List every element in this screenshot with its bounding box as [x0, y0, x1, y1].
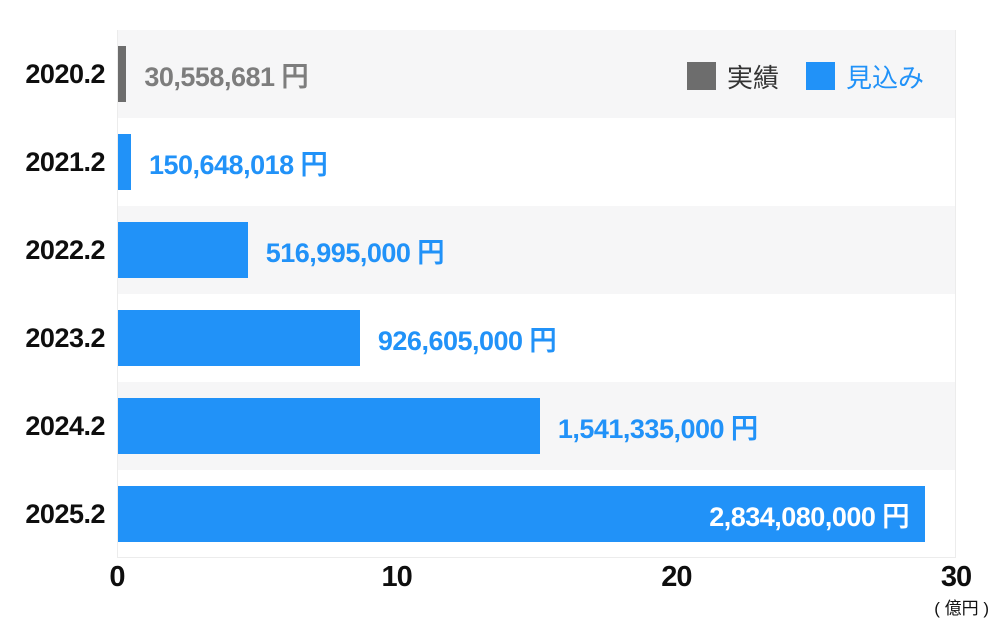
x-axis: 0 10 20 30 ( 億円 ) — [109, 561, 989, 621]
x-tick-20: 20 — [661, 561, 692, 593]
legend-swatch-actual — [686, 62, 716, 90]
bar-value-label: 926,605,000 円 — [377, 325, 557, 356]
bar-value-label: 150,648,018 円 — [148, 149, 328, 180]
x-axis-unit-label: ( 億円 ) — [934, 599, 989, 618]
bar-value-label: 30,558,681 円 — [144, 61, 308, 92]
legend-item-forecast: 見込み — [805, 58, 924, 95]
plot-area: 2020.2 30,558,681 円 2021.2 150,648,018 円… — [25, 30, 956, 558]
y-axis-label: 2022.2 — [25, 234, 105, 265]
chart-row-2021: 2021.2 150,648,018 円 — [25, 118, 955, 206]
bar-forecast-2021 — [118, 134, 131, 190]
legend: 実績 見込み — [686, 62, 924, 93]
chart-row-2024: 2024.2 1,541,335,000 円 — [25, 382, 955, 470]
y-axis-label: 2023.2 — [25, 322, 105, 353]
x-tick-30: 30 — [940, 561, 972, 593]
bar-value-label: 2,834,080,000 円 — [709, 501, 909, 532]
bar-value-label: 1,541,335,000 円 — [557, 413, 758, 444]
bar-forecast-2025 — [118, 486, 925, 542]
y-axis-label: 2020.2 — [25, 58, 105, 89]
legend-swatch-forecast — [805, 62, 835, 90]
bar-forecast-2024 — [118, 398, 540, 454]
x-tick-10: 10 — [381, 561, 413, 593]
y-axis-label: 2024.2 — [25, 410, 105, 441]
y-axis-label: 2025.2 — [25, 498, 105, 529]
bar-actual-2020 — [118, 46, 127, 102]
legend-item-actual: 実績 — [686, 58, 779, 95]
chart-row-2022: 2022.2 516,995,000 円 — [25, 206, 955, 294]
bar-forecast-2023 — [118, 310, 360, 366]
bar-value-label: 516,995,000 円 — [265, 237, 445, 268]
y-axis-label: 2021.2 — [25, 146, 105, 177]
legend-label-actual: 実績 — [726, 62, 779, 93]
chart-row-2023: 2023.2 926,605,000 円 — [25, 294, 955, 382]
bar-forecast-2022 — [118, 222, 248, 278]
x-tick-0: 0 — [109, 561, 125, 593]
chart-row-2025: 2025.2 2,834,080,000 円 — [25, 470, 955, 558]
legend-label-forecast: 見込み — [845, 62, 924, 93]
